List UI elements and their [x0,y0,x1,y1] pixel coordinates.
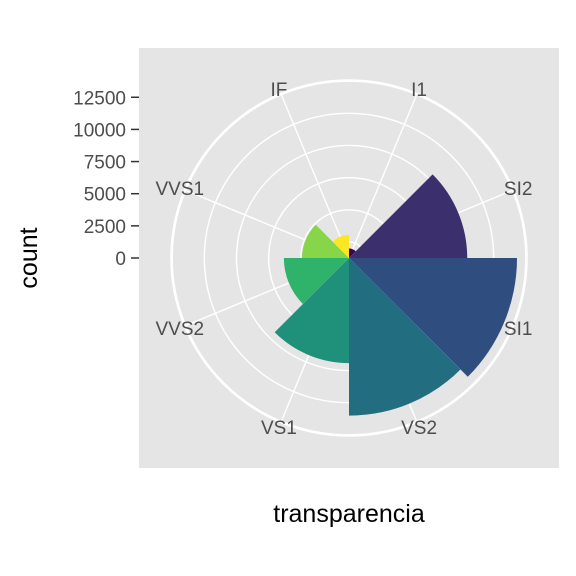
category-label: VS1 [261,418,297,439]
grid-circle [171,80,527,436]
y-axis-title: count [15,227,43,288]
category-label: VS2 [401,418,437,439]
y-axis: 0 2500 5000 7500 10000 12500 [73,88,139,270]
category-label: I1 [411,80,427,101]
category-label: SI1 [504,319,533,340]
category-label: VVS1 [156,179,205,200]
bars-layer [274,174,517,416]
category-labels: I1 SI2 SI1 VS2 VS1 VVS2 VVS1 IF [156,80,533,439]
y-tick-label: 0 [115,249,126,270]
bar-vvs2 [283,258,349,305]
category-label: SI2 [504,179,533,200]
x-axis-title: transparencia [273,500,425,528]
grid-circle-outer [170,79,528,437]
grid-spoke [280,93,350,259]
bar-vs2 [349,258,461,416]
y-tick-label: 2500 [84,217,126,238]
category-label: IF [270,80,287,101]
bar-if [332,234,349,258]
y-tick-label: 10000 [73,120,126,141]
bar-vvs1 [302,224,349,258]
category-label: VVS2 [156,319,205,340]
bar-i1 [349,248,356,258]
grid-spoke [348,93,418,259]
bar-vs1 [274,258,349,364]
bar-si1 [349,258,517,377]
y-tick-label: 5000 [84,185,126,206]
bar-si2 [349,174,468,258]
y-tick-label: 7500 [84,153,126,174]
y-tick-label: 12500 [73,88,126,109]
